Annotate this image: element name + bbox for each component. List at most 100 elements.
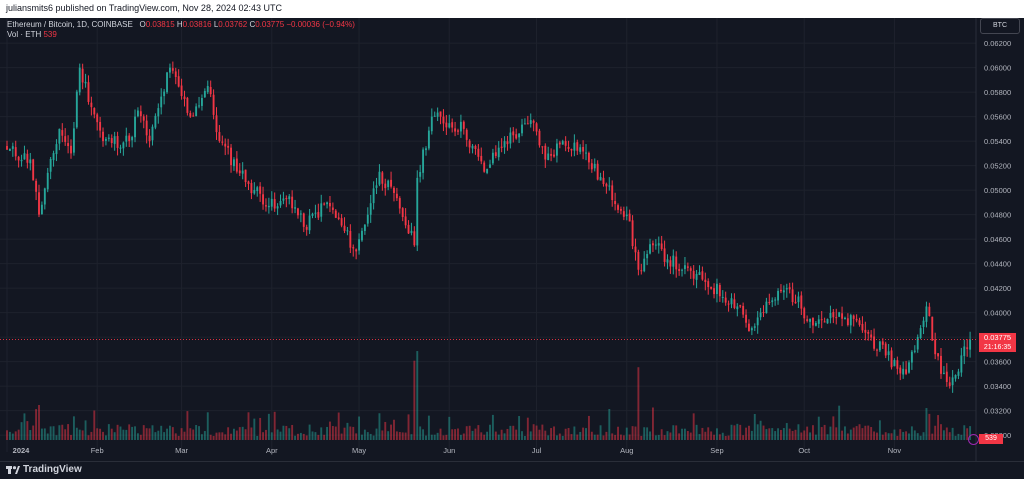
candle-body: [550, 154, 553, 156]
candle-body: [331, 207, 334, 210]
volume-bar: [404, 432, 407, 440]
volume-bar: [608, 409, 611, 440]
currency-button[interactable]: BTC: [980, 18, 1020, 34]
candle-body: [884, 343, 887, 356]
volume-bar: [774, 431, 777, 440]
candle-body: [448, 123, 451, 128]
low-value: 0.03762: [218, 20, 248, 29]
volume-bar: [902, 431, 905, 440]
volume-bar: [750, 430, 753, 440]
volume-bar: [331, 426, 334, 440]
candle-body: [585, 152, 587, 154]
candle-body: [419, 172, 422, 177]
candle-body: [235, 158, 238, 172]
candle-body: [794, 301, 797, 304]
indicator-swirl-icon[interactable]: [968, 434, 979, 445]
candle-body: [198, 105, 200, 107]
candle-body: [35, 180, 38, 192]
volume-bar: [439, 428, 442, 440]
change-value: −0.00036 (−0.94%): [286, 20, 355, 29]
candle-body: [942, 372, 945, 374]
candle-body: [474, 145, 477, 150]
volume-bar: [526, 417, 529, 440]
candle-body: [230, 147, 232, 166]
candle-body: [858, 320, 861, 325]
y-tick-label: 0.04200: [984, 284, 1011, 293]
candle-body: [302, 213, 305, 227]
candle-body: [29, 159, 32, 164]
y-tick-label: 0.05800: [984, 88, 1011, 97]
candle-body: [657, 243, 660, 246]
volume-bar: [521, 431, 523, 440]
volume-bar: [206, 412, 209, 440]
volume-bar: [61, 424, 64, 440]
symbol-label: Ethereum / Bitcoin, 1D, COINBASE: [7, 20, 133, 29]
volume-bar: [756, 424, 759, 440]
candle-body: [509, 132, 512, 144]
volume-bar: [506, 428, 509, 440]
volume-bar: [302, 433, 305, 440]
candle-body: [940, 355, 942, 374]
candle-body: [812, 317, 814, 326]
candle-body: [538, 130, 541, 146]
volume-bar: [343, 427, 346, 440]
candle-body: [823, 321, 826, 323]
candle-body: [26, 153, 29, 163]
candle-body: [945, 371, 948, 383]
candle-body: [494, 152, 497, 156]
volume-bar: [314, 432, 317, 440]
candle-body: [951, 377, 954, 386]
volume-bar: [646, 427, 649, 440]
chart-area[interactable]: 0.06200 0.06000 0.05800 0.05600 0.05400 0.052…: [0, 18, 1024, 461]
candle-body: [800, 295, 803, 309]
candle-body: [311, 213, 314, 216]
volume-bar: [614, 434, 617, 440]
candle-body: [716, 283, 718, 295]
volume-bar: [297, 433, 299, 440]
volume-bar: [238, 427, 241, 440]
volume-bar: [90, 431, 93, 440]
candle-body: [931, 316, 934, 341]
candle-body: [762, 312, 765, 314]
y-tick-label: 0.04800: [984, 211, 1011, 220]
x-tick-label: Aug: [620, 446, 633, 455]
volume-bar: [963, 425, 966, 440]
volume-bar: [326, 426, 329, 440]
candle-body: [471, 145, 474, 149]
candle-body: [326, 202, 329, 205]
volume-bar: [113, 432, 116, 440]
candle-body: [966, 347, 969, 349]
volume-bar: [241, 426, 244, 440]
volume-bar: [579, 431, 582, 440]
volume-bar: [32, 425, 35, 440]
volume-bar: [436, 432, 439, 440]
candle-body: [363, 224, 366, 231]
volume-bar: [192, 429, 195, 440]
volume-bar: [305, 435, 308, 440]
candle-body: [480, 155, 483, 162]
candle-body: [134, 116, 136, 138]
volume-label: Vol · ETH: [7, 30, 42, 39]
volume-bar: [72, 416, 75, 440]
candle-body: [483, 162, 486, 172]
candle-body: [838, 312, 841, 317]
volume-bar: [753, 413, 756, 440]
volume-bar: [390, 424, 393, 440]
volume-bar: [209, 434, 212, 440]
open-label: O: [139, 20, 146, 29]
candle-body: [619, 208, 622, 211]
volume-bar: [282, 425, 285, 440]
candle-body: [742, 305, 745, 315]
price-chart[interactable]: 0.06200 0.06000 0.05800 0.05600 0.05400 0.052…: [0, 18, 1024, 461]
candle-body: [343, 225, 346, 231]
candle-body: [407, 224, 410, 234]
volume-bar: [573, 426, 576, 440]
candle-body: [646, 254, 649, 259]
tradingview-logo[interactable]: TradingView: [6, 464, 82, 475]
candle-body: [491, 152, 494, 164]
candle-body: [908, 362, 910, 373]
volume-bar: [681, 428, 683, 440]
candle-body: [212, 94, 215, 115]
volume-bar: [957, 433, 960, 440]
candle-body: [902, 368, 905, 375]
